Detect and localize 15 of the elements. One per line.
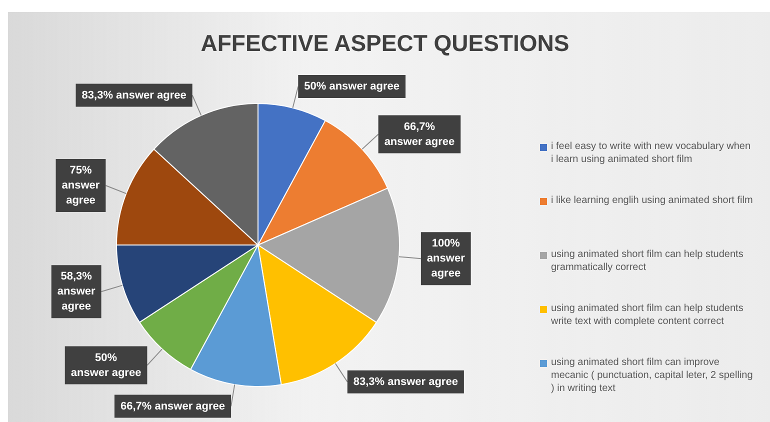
- data-label: 100% answer agree: [426, 238, 466, 280]
- data-label: 50% answer agree: [70, 352, 142, 379]
- data-label: 66,7% answer agree: [384, 120, 455, 148]
- data-label: 58,3% answer agree: [57, 270, 96, 313]
- legend-label: using animated short film can improve mecanic ( punctuation, capital leter, 2 spelling ) in writing text: [551, 356, 754, 395]
- legend-label: using animated short film can help students write text with complete content correct: [551, 302, 744, 328]
- data-label: 83,3% answer agree: [353, 376, 458, 388]
- data-label: 66,7% answer agree: [120, 400, 226, 412]
- data-label: 50% answer agree: [304, 80, 400, 93]
- legend-label: using animated short film can help students grammatically correct: [551, 248, 744, 274]
- data-label: 75% answer agree: [62, 164, 100, 207]
- data-label: 83,3% answer agree: [82, 89, 186, 102]
- chart-title: AFFECTIVE ASPECT QUESTIONS: [200, 30, 570, 57]
- legend-label: i feel easy to write with new vocabulary when i learn using animated short film: [551, 140, 752, 166]
- legend-label: i like learning englih using animated short film: [551, 194, 753, 207]
